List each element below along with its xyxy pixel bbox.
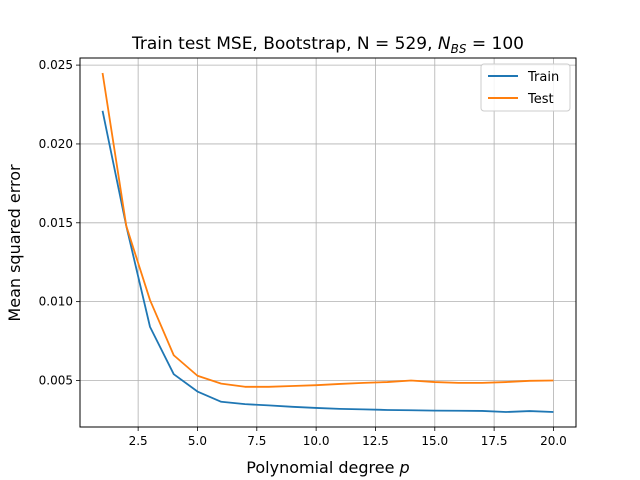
x-tick-label: 10.0 (303, 434, 330, 448)
x-tick-label: 12.5 (362, 434, 389, 448)
chart-title-sub: BS (451, 42, 467, 56)
series-line-train (101, 110, 554, 413)
y-tick-label: 0.005 (39, 373, 73, 387)
grid (80, 58, 576, 427)
legend-label-train: Train (527, 70, 559, 85)
legend: Train Test (480, 63, 571, 112)
y-axis-label: Mean squared error (5, 164, 24, 322)
y-tick-label: 0.010 (39, 295, 73, 309)
x-axis-label-text: Polynomial degree (246, 458, 399, 477)
y-tick-label: 0.020 (39, 137, 73, 151)
y-tick-label: 0.025 (39, 58, 73, 72)
plot-frame (79, 57, 577, 428)
x-tick-label: 2.5 (129, 434, 148, 448)
legend-label-test: Test (527, 92, 554, 107)
chart-title-var: N (438, 34, 451, 54)
x-axis-label-var: p (399, 458, 410, 477)
y-tick-label: 0.015 (39, 216, 73, 230)
plot-series (101, 72, 554, 413)
chart-title-main: Train test MSE, Bootstrap, N = 529, (131, 34, 438, 54)
chart-title: Train test MSE, Bootstrap, N = 529, NBS … (131, 34, 524, 56)
series-line-test (101, 72, 554, 388)
axis-ticks: 2.5 5.0 7.5 10.0 12.5 15.0 17.5 20.0 0.005 0.010 0… (39, 58, 567, 448)
x-tick-label: 15.0 (421, 434, 448, 448)
x-tick-label: 5.0 (188, 434, 207, 448)
x-tick-label: 17.5 (481, 434, 508, 448)
x-tick-label: 7.5 (247, 434, 266, 448)
x-tick-label: 20.0 (540, 434, 567, 448)
chart-title-tail: = 100 (467, 34, 525, 54)
x-axis-label: Polynomial degree p (246, 458, 409, 477)
